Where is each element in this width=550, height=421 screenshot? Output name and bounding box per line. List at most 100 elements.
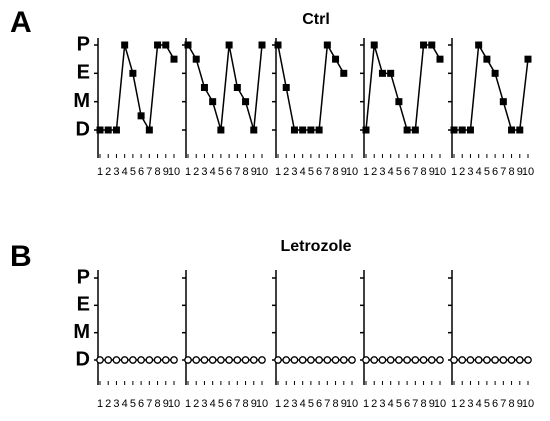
x-tick-label: 4 [388,398,394,410]
point [436,55,444,63]
x-tick-label: 9 [163,398,169,410]
point [395,356,403,364]
point [129,356,137,364]
x-tick-label: 1 [185,166,191,178]
point [331,356,340,364]
x-tick-label: 1 [363,166,369,178]
point [475,41,483,49]
x-tick-label: 2 [459,398,465,410]
point [427,356,436,364]
y-tick-label: M [73,321,90,343]
x-tick-label: 4 [122,398,128,410]
point [370,41,378,49]
x-tick-label: 3 [291,166,297,178]
point [209,98,217,106]
point [315,126,323,134]
x-tick-label: 6 [316,398,322,410]
x-tick-label: 8 [420,398,426,410]
x-tick-label: 10 [522,398,534,410]
x-tick-label: 5 [308,398,314,410]
x-tick-label: 4 [210,166,216,178]
point [378,69,386,77]
point [290,356,299,364]
series-line [100,44,175,133]
x-tick-label: 10 [256,398,268,410]
x-tick-label: 3 [201,166,207,178]
x-tick-label: 10 [522,166,534,178]
point [315,356,323,364]
point [340,69,348,77]
panel-title: Letrozole [280,238,351,255]
x-tick-label: 6 [492,398,498,410]
x-tick-label: 6 [226,398,232,410]
point [208,356,217,364]
x-tick-label: 10 [346,166,358,178]
x-tick-label: 1 [451,166,457,178]
point [200,84,208,91]
y-tick-label: M [73,90,90,112]
point [370,356,379,364]
x-tick-label: 9 [429,398,435,410]
x-tick-label: 2 [283,398,289,410]
x-tick-label: 1 [97,398,103,410]
panel-label: A [10,6,32,39]
x-tick-label: 7 [234,166,240,178]
point [403,356,411,364]
x-tick-label: 9 [517,166,523,178]
x-tick-label: 9 [429,166,435,178]
x-tick-label: 4 [300,398,306,410]
point [121,41,129,49]
x-tick-label: 3 [201,398,207,410]
x-tick-label: 7 [146,166,152,178]
point [112,356,121,364]
x-tick-label: 8 [242,398,248,410]
x-tick-label: 4 [210,398,216,410]
point [233,84,241,91]
point [96,126,104,134]
point [258,356,266,364]
x-tick-label: 7 [412,398,418,410]
point [378,356,387,364]
series-line [454,42,529,131]
point [184,41,192,49]
point [483,356,491,364]
point [499,356,508,364]
point [282,356,291,364]
point [137,112,145,120]
point [104,126,112,134]
x-tick-label: 2 [283,166,289,178]
point [217,126,225,134]
x-tick-label: 9 [517,398,523,410]
x-tick-label: 6 [492,166,498,178]
x-tick-label: 1 [185,398,191,410]
point [307,356,315,364]
point [515,356,524,364]
point [145,126,153,134]
x-tick-label: 5 [484,398,490,410]
y-tick-label: D [76,348,90,370]
x-tick-label: 1 [451,398,457,410]
point [332,55,340,63]
x-tick-label: 8 [332,398,338,410]
x-tick-label: 4 [122,166,128,178]
point [419,356,428,364]
point [258,41,266,49]
x-tick-label: 7 [324,398,330,410]
point [499,98,507,106]
x-tick-label: 6 [404,398,410,410]
x-tick-label: 9 [251,166,257,178]
point [120,356,129,364]
point [137,356,145,364]
y-tick-label: D [76,118,90,140]
point [411,126,419,134]
point [323,356,332,364]
point [145,356,154,364]
point [274,41,282,49]
y-tick-label: P [77,266,90,288]
x-tick-label: 7 [500,166,506,178]
panel-label: B [10,240,32,273]
y-tick-label: P [77,33,90,55]
x-tick-label: 1 [275,398,281,410]
